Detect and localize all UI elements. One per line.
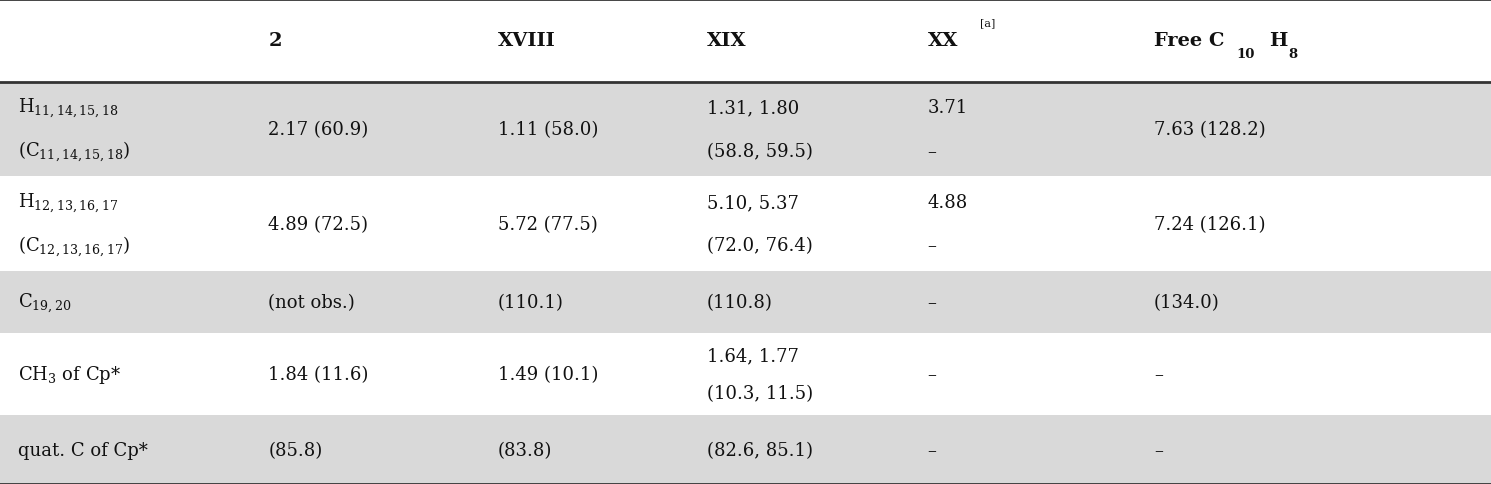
Bar	[480, 83, 689, 177]
Text: 1.49 (10.1): 1.49 (10.1)	[498, 365, 598, 383]
Bar	[480, 0, 689, 83]
Bar	[250, 333, 480, 416]
Text: 1.11 (58.0): 1.11 (58.0)	[498, 121, 598, 139]
Bar	[910, 177, 1136, 272]
Text: (85.8): (85.8)	[268, 441, 322, 459]
Bar	[250, 0, 480, 83]
Bar	[480, 177, 689, 272]
Bar	[1136, 0, 1491, 83]
Text: 3.71: 3.71	[927, 99, 968, 117]
Text: C$_{19,20}$: C$_{19,20}$	[18, 290, 72, 314]
Bar	[0, 416, 250, 484]
Text: –: –	[927, 293, 936, 311]
Text: 2.17 (60.9): 2.17 (60.9)	[268, 121, 368, 139]
Bar	[910, 416, 1136, 484]
Text: (58.8, 59.5): (58.8, 59.5)	[707, 143, 813, 161]
Text: –: –	[927, 237, 936, 255]
Text: 2: 2	[268, 32, 282, 50]
Bar	[910, 0, 1136, 83]
Text: quat. C of Cp*: quat. C of Cp*	[18, 441, 148, 459]
Bar	[689, 333, 910, 416]
Bar	[0, 0, 250, 83]
Bar	[1136, 83, 1491, 177]
Bar	[1136, 416, 1491, 484]
Bar	[1136, 333, 1491, 416]
Bar	[250, 83, 480, 177]
Text: (C$_{12,13,16,17}$): (C$_{12,13,16,17}$)	[18, 234, 130, 258]
Text: 4.89 (72.5): 4.89 (72.5)	[268, 215, 368, 233]
Bar	[480, 272, 689, 333]
Text: 7.63 (128.2): 7.63 (128.2)	[1154, 121, 1266, 139]
Text: (72.0, 76.4): (72.0, 76.4)	[707, 237, 813, 255]
Text: 8: 8	[1288, 48, 1297, 61]
Text: XX: XX	[927, 32, 957, 50]
Bar	[250, 177, 480, 272]
Text: 10: 10	[1236, 48, 1254, 61]
Bar	[480, 333, 689, 416]
Text: (83.8): (83.8)	[498, 441, 552, 459]
Text: [a]: [a]	[980, 18, 994, 28]
Text: 4.88: 4.88	[927, 194, 968, 212]
Text: CH$_3$ of Cp*: CH$_3$ of Cp*	[18, 363, 121, 385]
Text: Free C: Free C	[1154, 32, 1224, 50]
Text: 5.72 (77.5): 5.72 (77.5)	[498, 215, 598, 233]
Bar	[910, 333, 1136, 416]
Bar	[250, 416, 480, 484]
Bar	[480, 416, 689, 484]
Text: –: –	[927, 365, 936, 383]
Text: 1.31, 1.80: 1.31, 1.80	[707, 99, 799, 117]
Bar	[910, 272, 1136, 333]
Bar	[0, 333, 250, 416]
Bar	[689, 272, 910, 333]
Text: XVIII: XVIII	[498, 32, 556, 50]
Bar	[1136, 177, 1491, 272]
Text: XIX: XIX	[707, 32, 747, 50]
Text: 1.64, 1.77: 1.64, 1.77	[707, 346, 799, 364]
Text: 1.84 (11.6): 1.84 (11.6)	[268, 365, 368, 383]
Bar	[689, 83, 910, 177]
Text: (110.1): (110.1)	[498, 293, 564, 311]
Bar	[910, 83, 1136, 177]
Text: (134.0): (134.0)	[1154, 293, 1220, 311]
Bar	[250, 272, 480, 333]
Text: H$_{12,13,16,17}$: H$_{12,13,16,17}$	[18, 191, 118, 214]
Bar	[0, 83, 250, 177]
Bar	[1136, 272, 1491, 333]
Bar	[689, 0, 910, 83]
Bar	[0, 177, 250, 272]
Text: –: –	[1154, 441, 1163, 459]
Text: H$_{11,14,15,18}$: H$_{11,14,15,18}$	[18, 96, 118, 120]
Bar	[689, 177, 910, 272]
Text: –: –	[927, 143, 936, 161]
Text: (10.3, 11.5): (10.3, 11.5)	[707, 384, 813, 402]
Text: 7.24 (126.1): 7.24 (126.1)	[1154, 215, 1266, 233]
Text: –: –	[1154, 365, 1163, 383]
Text: (110.8): (110.8)	[707, 293, 772, 311]
Text: (82.6, 85.1): (82.6, 85.1)	[707, 441, 813, 459]
Text: (C$_{11,14,15,18}$): (C$_{11,14,15,18}$)	[18, 139, 130, 164]
Text: –: –	[927, 441, 936, 459]
Text: (not obs.): (not obs.)	[268, 293, 355, 311]
Text: 5.10, 5.37: 5.10, 5.37	[707, 194, 799, 212]
Bar	[689, 416, 910, 484]
Text: H: H	[1269, 32, 1287, 50]
Bar	[0, 272, 250, 333]
